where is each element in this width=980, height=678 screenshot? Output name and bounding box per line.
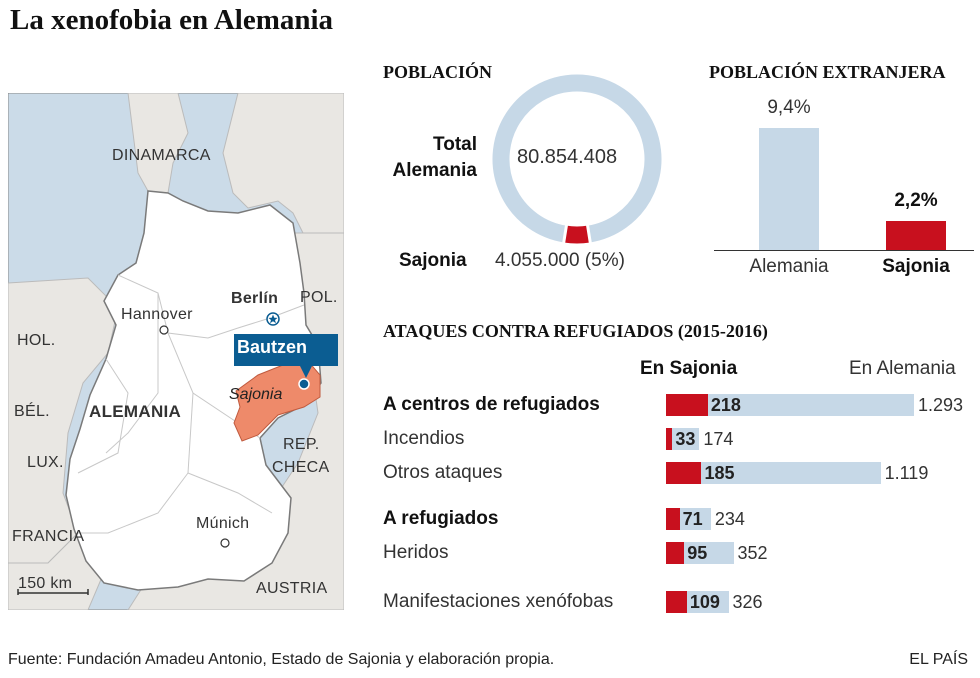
attack-bar-alemania-1 [666,428,700,450]
attack-bar-alemania-2 [666,462,881,484]
bautzen-callout-pointer [300,366,312,378]
donut-slices [492,74,662,244]
extranjera-bar-1 [886,221,946,250]
hannover-marker [159,325,169,335]
page-title: La xenofobia en Alemania [10,4,334,36]
map-land-north [222,93,344,244]
map-label-berlin: Berlín [231,290,279,307]
map-label-checa: CHECA [272,459,330,476]
attack-value-sajonia-5: 109 [689,592,720,612]
sajonia-pop-value: 4.055.000 (5%) [495,250,625,271]
germany-map [8,93,344,610]
attack-row-label-1: Incendios [383,428,465,449]
attack-bar-sajonia-4 [666,542,685,564]
munich-marker [220,538,230,548]
total-label-1: Total [433,134,477,155]
sajonia-pop-label: Sajonia [399,250,467,271]
bautzen-label: Bautzen [237,337,308,357]
map-label-hol: HOL. [17,332,56,349]
attack-row-label-5: Manifestaciones xenófobas [383,591,614,612]
map-label-alemania: ALEMANIA [89,402,182,421]
attack-value-alemania-1: 174 [703,429,734,449]
attack-value-sajonia-3: 71 [682,509,703,529]
attack-row-label-4: Heridos [383,542,449,563]
scale-bar-ticks [17,589,89,595]
attack-value-sajonia-2: 185 [704,463,735,483]
attack-value-alemania-2: 1.119 [884,463,929,483]
map-label-munich: Múnich [196,515,250,532]
poblacion-heading: POBLACIÓN [383,62,493,82]
attack-bar-alemania-0 [666,394,914,416]
ataques-heading: ATAQUES CONTRA REFUGIADOS (2015-2016) [383,321,768,341]
attack-value-alemania-4: 352 [737,543,768,563]
map-label-francia: FRANCIA [12,528,85,545]
map-label-pol: POL. [300,289,338,306]
total-value: 80.854.408 [517,146,618,168]
capital-star-icon [268,314,278,324]
attack-row-label-2: Otros ataques [383,462,503,483]
attack-value-alemania-5: 326 [732,592,763,612]
extranjera-label-1: Sajonia [882,256,950,277]
attack-value-alemania-3: 234 [714,509,745,529]
footer-source: Fuente: Fundación Amadeu Antonio, Estado… [8,651,555,668]
donut-slice-resto [492,74,662,243]
bautzen-callout-box [234,334,338,366]
col-header-sajonia: En Sajonia [640,358,738,379]
attack-bar-sajonia-3 [666,508,680,530]
extranjera-value-1: 2,2% [894,190,938,212]
extranjera-heading: POBLACIÓN EXTRANJERA [709,62,946,82]
attack-value-sajonia-4: 95 [687,543,708,563]
total-label-2: Alemania [392,160,477,181]
map-label-austria: AUSTRIA [256,580,328,597]
map-label-lux: LUX. [27,454,64,471]
extranjera-bar-0 [759,128,819,250]
bautzen-marker [298,378,310,390]
population-donut [492,74,662,244]
attack-bar-sajonia-2 [666,462,702,484]
col-header-alemania: En Alemania [849,358,956,379]
attack-value-sajonia-1: 33 [675,429,696,449]
attack-bar-sajonia-0 [666,394,708,416]
extranjera-baseline [714,250,974,251]
donut-slice-sajonia [563,225,591,244]
footer-brand: EL PAÍS [909,651,968,668]
map-label-hannover: Hannover [121,306,193,323]
attack-value-alemania-0: 1.293 [918,395,964,415]
extranjera-label-0: Alemania [749,256,829,277]
donut-separator [562,224,569,244]
map-label-sajonia: Sajonia [229,386,283,403]
attack-row-label-0: A centros de refugiados [383,394,600,415]
map-label-bel: BÉL. [14,403,50,420]
donut-separator [585,224,592,244]
map-label-dinamarca: DINAMARCA [112,147,211,164]
scale-bar-label: 150 km [18,575,73,592]
attack-bar-sajonia-1 [666,428,673,450]
attack-row-label-3: A refugiados [383,508,499,529]
attack-value-sajonia-0: 218 [710,395,741,415]
attack-bar-sajonia-5 [666,591,687,613]
map-label-rep: REP. [283,436,320,453]
extranjera-value-0: 9,4% [767,97,811,118]
